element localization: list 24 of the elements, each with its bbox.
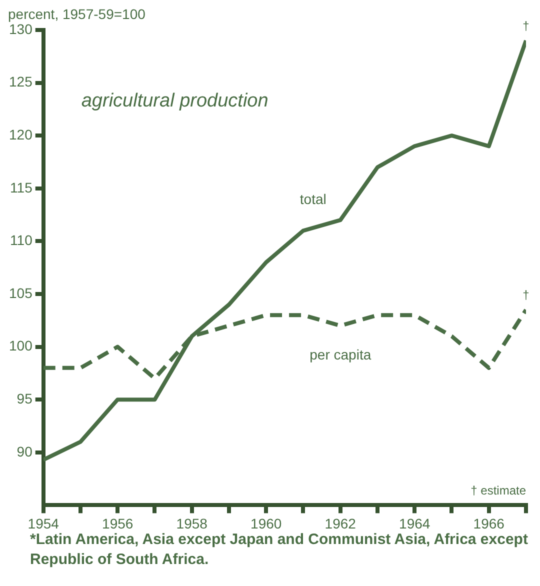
x-tick-label: 1956 — [102, 515, 134, 532]
y-tick-label: 105 — [9, 284, 33, 301]
annotation: † — [522, 288, 530, 302]
series-label: total — [300, 190, 326, 207]
y-tick-label: 120 — [9, 126, 33, 142]
y-tick-label: 115 — [10, 179, 33, 196]
x-tick-label: 1966 — [473, 515, 505, 532]
text: *Latin America, Asia except Japan and Communist Asia, Africa except Republic of South Africa. — [30, 530, 529, 570]
annotation: † estimate — [470, 484, 526, 498]
y-tick-label: 125 — [9, 74, 33, 90]
x-tick-label: 1958 — [176, 515, 208, 532]
y-tick-label: 90 — [16, 443, 33, 460]
y-axis-title: percent, 1957-59=100 — [8, 6, 146, 22]
x-tick-label: 1964 — [399, 515, 430, 532]
x-tick-label: 1960 — [250, 515, 282, 532]
y-tick-label: 130 — [9, 20, 33, 37]
text: agricultural production — [81, 90, 268, 112]
x-tick-label: 1962 — [324, 515, 356, 532]
annotation: † — [522, 18, 530, 33]
text: per capita — [310, 346, 372, 363]
y-tick-label: 100 — [9, 338, 33, 354]
y-tick-label: 95 — [16, 390, 33, 406]
x-tick-label: 1954 — [28, 515, 60, 532]
y-tick-label: 110 — [10, 232, 33, 248]
